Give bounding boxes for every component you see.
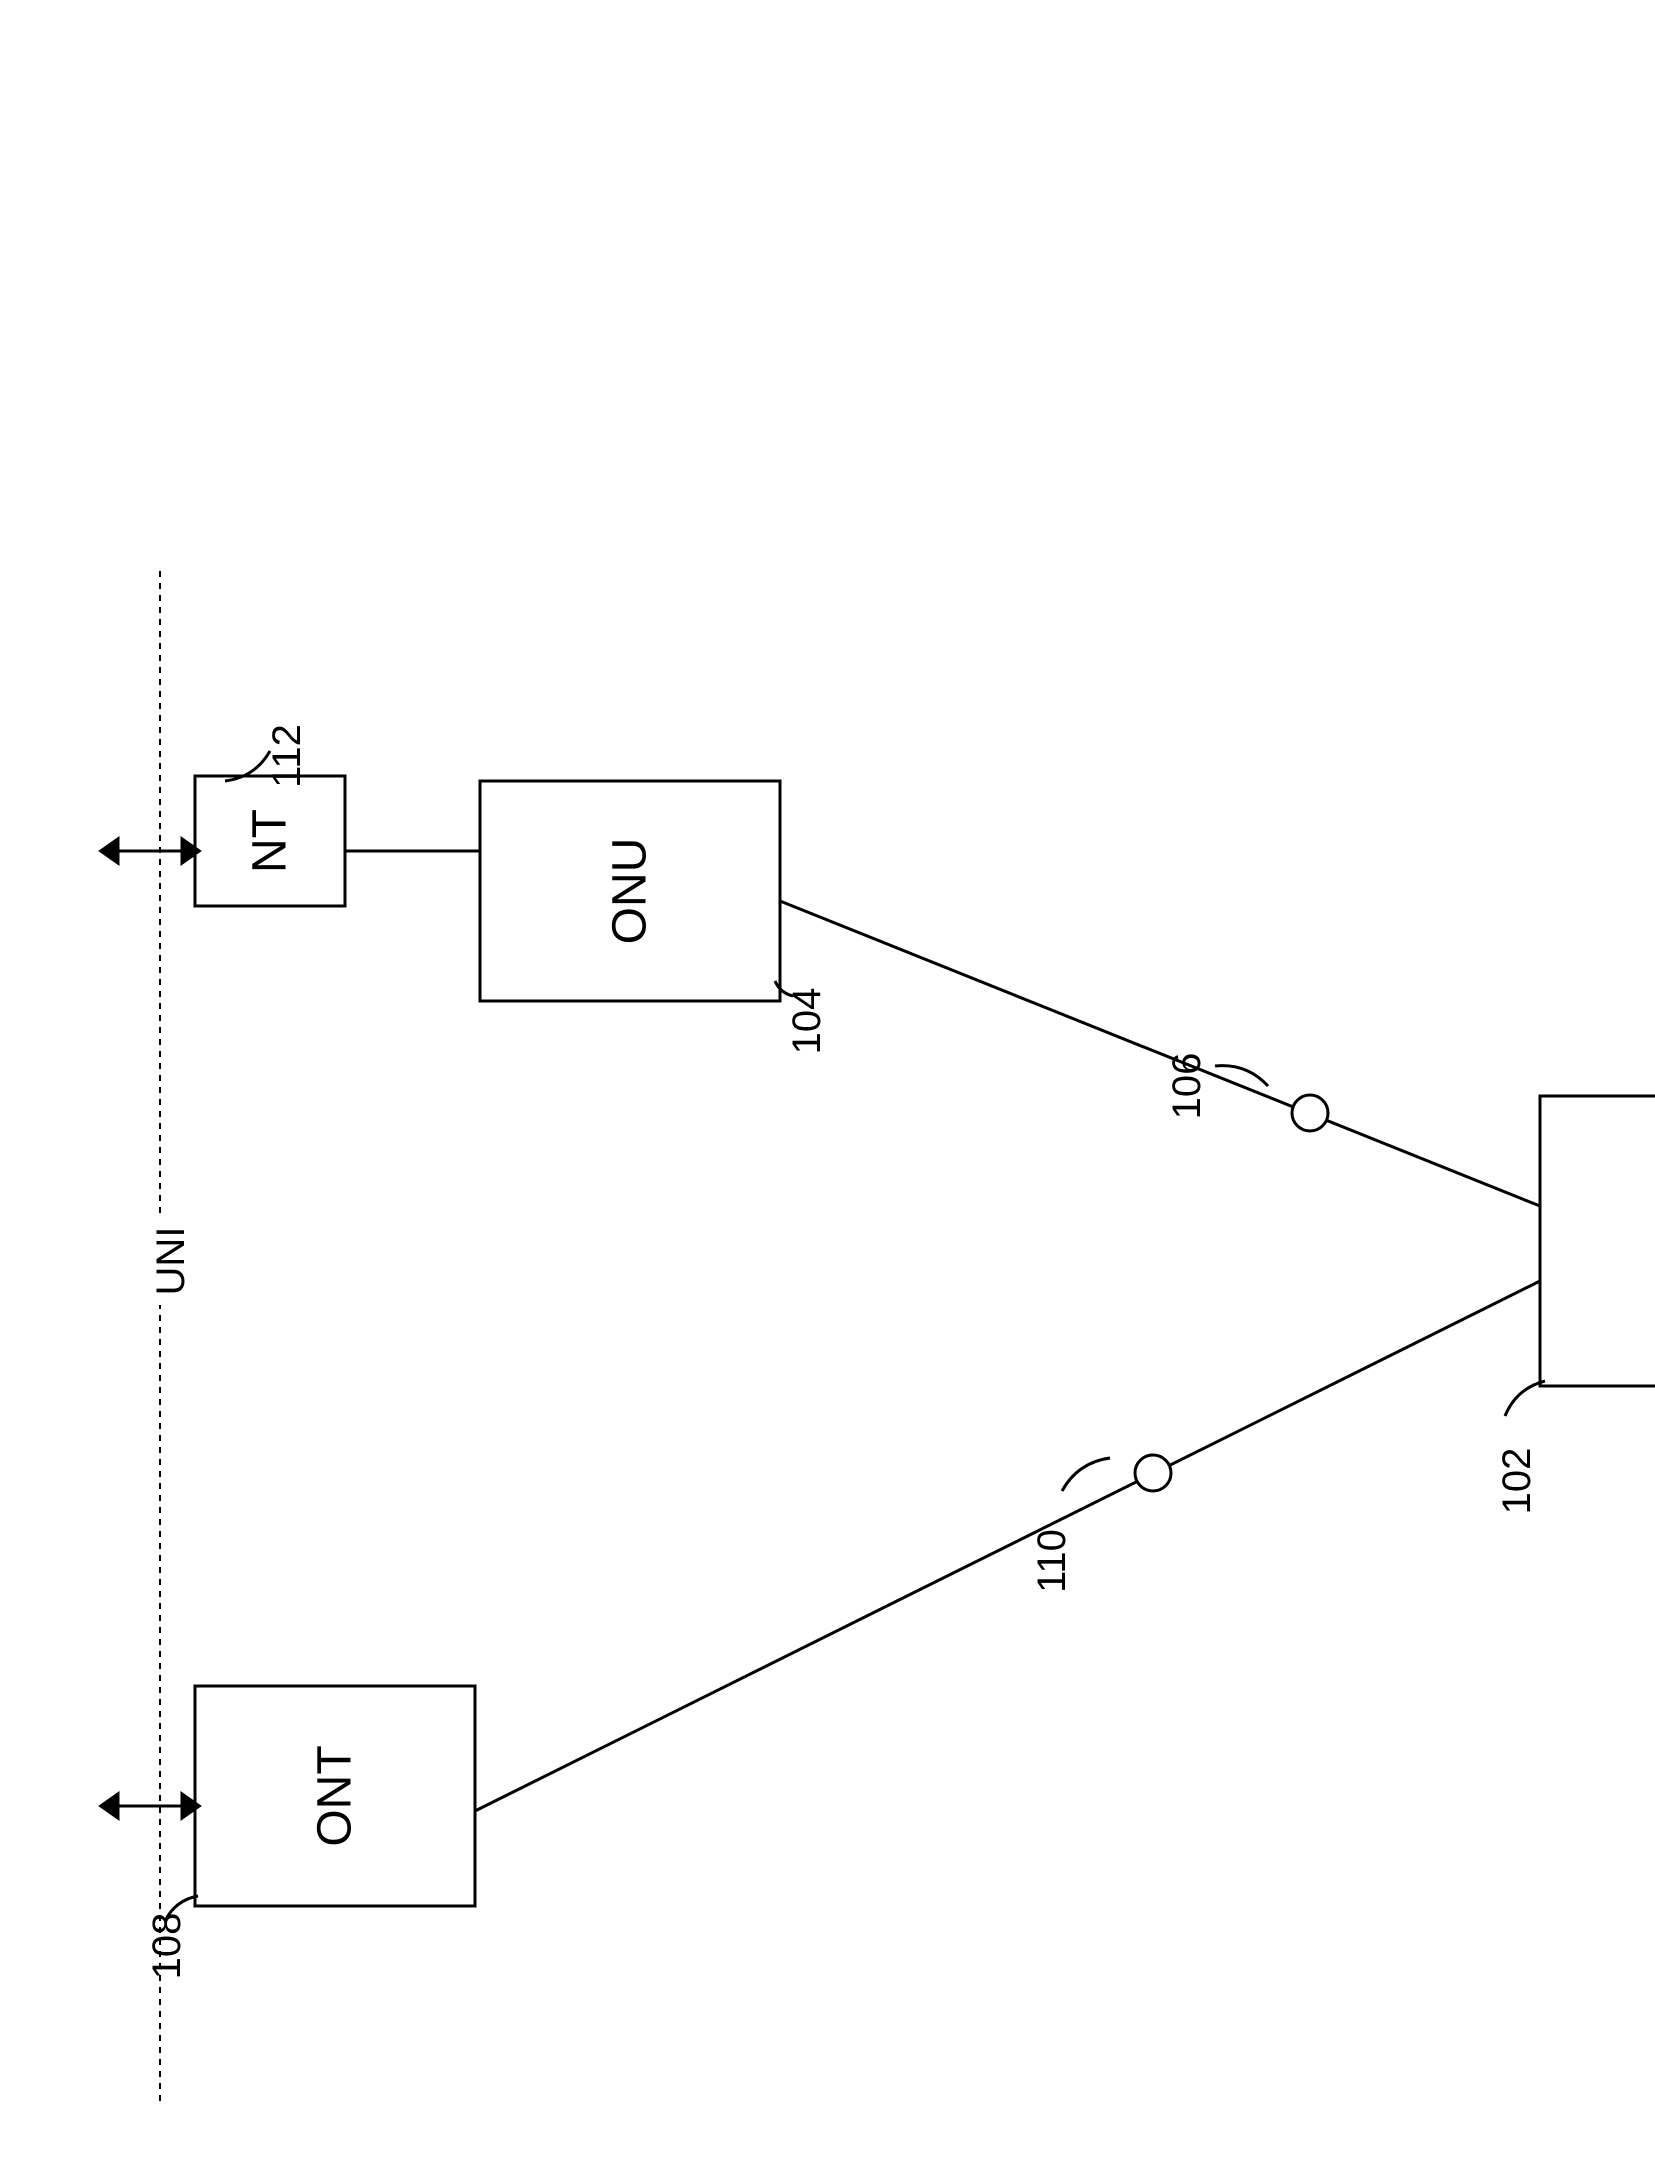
ref-106-leader (1215, 1066, 1268, 1086)
ref-110-leader (1062, 1458, 1110, 1491)
ref-112: 112 (265, 724, 309, 788)
onu-label: ONU (604, 838, 657, 945)
ref-108: 108 (145, 1913, 189, 1980)
ref-106: 106 (1165, 1053, 1209, 1120)
edge-olt-onu (780, 901, 1540, 1206)
olt-node (1540, 1096, 1655, 1386)
splitter-110 (1135, 1455, 1171, 1491)
ref-110: 110 (1030, 1529, 1074, 1593)
uni-label: UNI (149, 1227, 193, 1296)
ref-102: 102 (1495, 1448, 1539, 1515)
splitter-106 (1292, 1095, 1328, 1131)
edge-olt-ont (475, 1281, 1540, 1811)
ont-label: ONT (309, 1745, 362, 1846)
nt-label: NT (244, 809, 297, 873)
ref-104: 104 (785, 988, 829, 1055)
